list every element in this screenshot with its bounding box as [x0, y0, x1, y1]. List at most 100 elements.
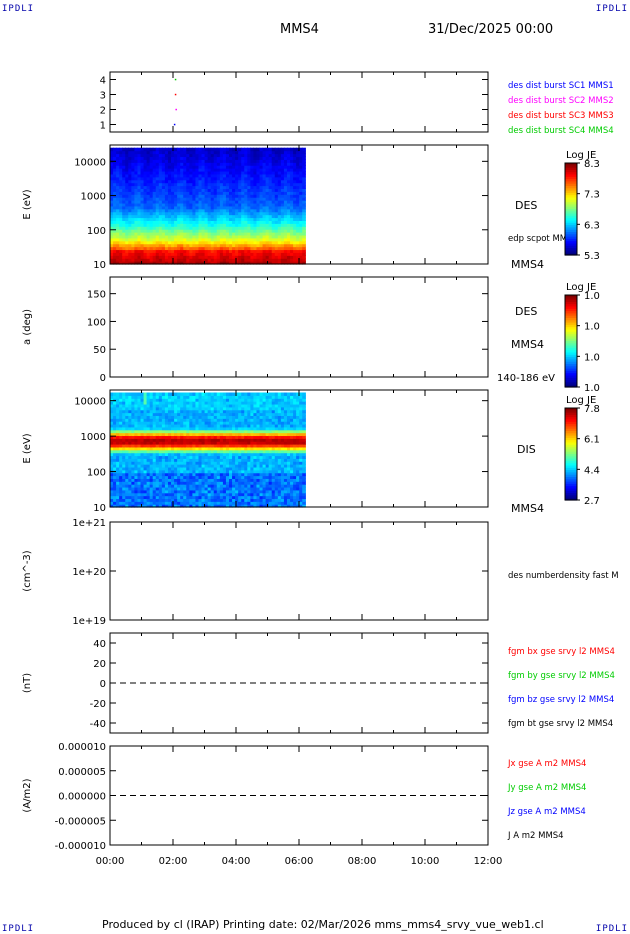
des-energy-cell: [229, 173, 233, 178]
des-energy-cell: [122, 223, 126, 227]
dis-energy-cell: [183, 464, 187, 468]
des-energy-cell: [201, 182, 206, 187]
des-energy-cell: [164, 255, 169, 259]
dis-energy-cell: [274, 398, 279, 402]
des-energy-cell: [204, 243, 209, 248]
dis-energy-cell: [113, 435, 117, 439]
dis-energy-cell: [189, 455, 193, 459]
des-energy-cell: [225, 220, 230, 224]
dis-energy-cell: [158, 469, 163, 474]
dis-energy-cell: [174, 472, 178, 477]
des-energy-cell: [198, 214, 203, 219]
des-energy-cell: [277, 220, 282, 224]
dis-energy-cell: [268, 484, 273, 488]
dis-energy-cell: [195, 418, 200, 422]
dis-energy-cell: [177, 458, 181, 462]
des-energy-cell: [238, 200, 242, 204]
des-energy-cell: [222, 173, 227, 178]
des-energy-cell: [238, 173, 242, 178]
dis-energy-cell: [195, 426, 200, 431]
des-energy-cell: [232, 220, 236, 224]
dis-energy-cell: [262, 481, 267, 485]
des-energy-cell: [213, 223, 218, 227]
des-energy-cell: [247, 214, 251, 219]
des-energy-cell: [131, 162, 136, 166]
des-energy-cell: [204, 197, 209, 201]
des-energy-cell: [152, 176, 157, 181]
dis-energy-cell: [143, 498, 148, 502]
des-energy-cell: [262, 179, 267, 184]
des-energy-cell: [259, 232, 264, 236]
des-energy-cell: [140, 249, 145, 253]
des-energy-cell: [222, 217, 227, 221]
dis-energy-cell: [164, 403, 169, 408]
dis-energy-cell: [229, 486, 233, 491]
des-energy-cell: [232, 229, 236, 233]
dis-energy-cell: [183, 415, 187, 419]
dis-energy-cell: [180, 444, 184, 448]
des-energy-cell: [262, 261, 267, 265]
dis-energy-cell: [210, 466, 215, 471]
dis-energy-cell: [241, 452, 245, 457]
des-energy-cell: [277, 191, 282, 195]
des-energy-cell: [280, 249, 285, 253]
dis-energy-cell: [189, 492, 193, 497]
dis-energy-cell: [222, 489, 227, 494]
dis-energy-cell: [232, 406, 236, 411]
des-energy-cell: [192, 168, 197, 172]
des-energy-cell: [271, 191, 276, 195]
des-energy-cell: [128, 226, 132, 230]
dis-energy-cell: [171, 429, 175, 434]
des-energy-cell: [149, 226, 154, 230]
dis-energy-cell: [113, 478, 117, 482]
des-energy-cell: [195, 200, 200, 204]
des-energy-cell: [225, 188, 230, 192]
dis-energy-cell: [229, 446, 233, 451]
dis-energy-cell: [256, 426, 261, 431]
dis-energy-cell: [158, 504, 163, 508]
des-energy-cell: [222, 159, 227, 163]
dis-energy-cell: [210, 458, 215, 462]
dis-energy-cell: [201, 423, 206, 428]
dis-energy-cell: [238, 469, 242, 474]
dis-energy-cell: [125, 498, 129, 502]
dis-energy-cell: [241, 501, 245, 505]
des-energy-cell: [167, 153, 172, 158]
dis-energy-cell: [222, 455, 227, 459]
des-energy-cell: [286, 249, 291, 253]
dis-energy-cell: [174, 412, 178, 417]
des-energy-cell: [274, 168, 279, 172]
dis-energy-cell: [164, 486, 169, 491]
des-pitch-colorbar-swatch: [565, 334, 577, 337]
dis-energy-cell: [146, 481, 151, 485]
des-energy-cell: [183, 188, 187, 192]
dis-energy-cell: [247, 418, 251, 422]
des-energy-cell: [286, 147, 291, 152]
dis-energy-cell: [256, 489, 261, 494]
des-energy-cell: [183, 168, 187, 172]
des-energy-cell: [219, 176, 224, 181]
dis-energy-cell: [204, 501, 209, 505]
dis-energy-cell: [195, 461, 200, 465]
des-energy-cell: [122, 202, 126, 207]
des-energy-cell: [232, 194, 236, 198]
dis-energy-cell: [238, 418, 242, 422]
des-energy-cell: [259, 147, 264, 152]
des-energy-cell: [116, 226, 120, 230]
des-energy-cell: [238, 162, 242, 166]
des-energy-cell: [152, 237, 157, 242]
dis-energy-cell: [216, 469, 221, 474]
des-energy-cell: [131, 223, 136, 227]
dis-energy-cell: [253, 438, 258, 442]
dis-energy-cell: [183, 501, 187, 505]
dis-energy-cell: [274, 444, 279, 448]
des-energy-cell: [302, 185, 306, 190]
des-energy-cell: [189, 223, 193, 227]
des-energy-cell: [216, 205, 221, 210]
dis-energy-cell: [247, 495, 251, 500]
dis-energy-cell: [219, 492, 224, 497]
des-energy-cell: [186, 176, 190, 181]
dis-energy-cell: [225, 426, 230, 431]
dis-energy-cell: [113, 401, 117, 405]
dis-energy-cell: [250, 481, 255, 485]
